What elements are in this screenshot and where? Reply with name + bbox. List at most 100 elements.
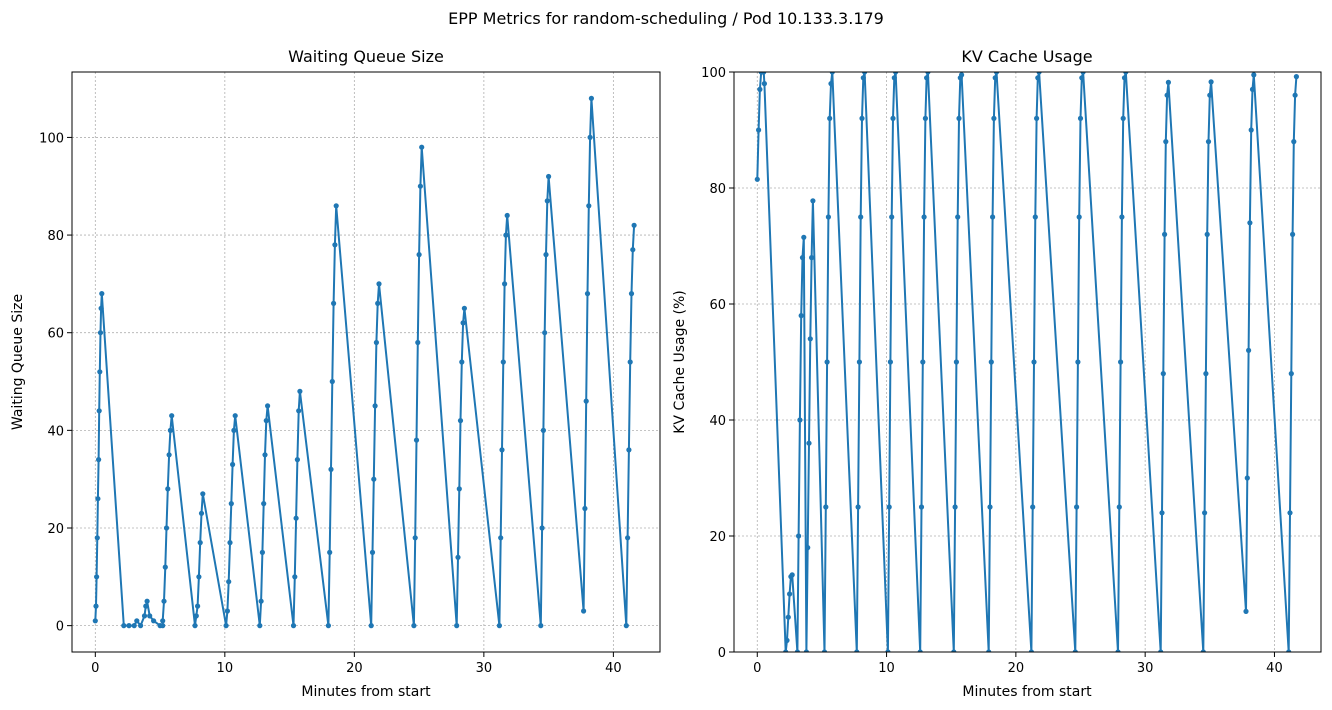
kv-cache-data-point [1164, 92, 1170, 98]
waiting-queue-y-tick-label: 40 [47, 424, 64, 439]
waiting-queue-data-point [160, 623, 166, 629]
kv-cache-data-point [988, 359, 994, 365]
kv-cache-subplot: KV Cache Usage 0 10 20 30 40 0 20 40 60 80 100 Mi… [672, 47, 1322, 700]
waiting-queue-x-ticks: 0 10 20 30 40 [91, 652, 622, 676]
waiting-queue-plot-frame [71, 71, 661, 653]
waiting-queue-data-point [503, 232, 509, 238]
waiting-queue-data-point [224, 608, 230, 614]
kv-cache-data-point [1123, 72, 1129, 75]
waiting-queue-data-point [332, 242, 338, 248]
kv-cache-data-point [1202, 510, 1208, 516]
waiting-queue-data-point [121, 623, 127, 629]
waiting-queue-data-point [331, 300, 337, 306]
kv-cache-data-point [993, 72, 1000, 75]
kv-cache-data-point [809, 255, 815, 261]
kv-cache-data-point [854, 649, 860, 652]
kv-cache-data-point [953, 359, 960, 365]
waiting-queue-x-label: Minutes from start [301, 684, 431, 700]
waiting-queue-data-point [496, 623, 502, 629]
kv-cache-data-point [1074, 504, 1080, 510]
waiting-queue-data-point [169, 413, 175, 419]
kv-cache-data-point [761, 72, 767, 75]
waiting-queue-data-point [258, 598, 264, 604]
waiting-queue-y-tick-label: 60 [47, 327, 64, 342]
kv-cache-title: KV Cache Usage [961, 47, 1092, 66]
kv-cache-data-point [829, 72, 835, 75]
kv-cache-data-point [1292, 92, 1298, 98]
kv-cache-x-tick-label: 0 [753, 661, 761, 676]
waiting-queue-data-point [413, 437, 420, 443]
waiting-queue-data-point [257, 623, 263, 629]
kv-cache-data-point [1248, 127, 1254, 133]
waiting-queue-data-point [265, 403, 271, 409]
kv-cache-data-point [1035, 75, 1041, 81]
waiting-queue-data-point [419, 144, 425, 150]
waiting-queue-data-point [126, 623, 132, 629]
kv-cache-data-point [799, 255, 806, 261]
waiting-queue-data-point [626, 447, 632, 453]
waiting-queue-data-point [368, 623, 374, 629]
waiting-queue-x-tick-label: 30 [476, 661, 493, 676]
kv-cache-x-tick-label: 20 [1008, 661, 1025, 676]
kv-cache-data-point [1163, 139, 1169, 145]
kv-cache-data-point [920, 359, 926, 365]
waiting-queue-data-point [193, 613, 199, 619]
waiting-queue-data-point [138, 623, 144, 629]
kv-cache-data-point [1034, 115, 1040, 121]
waiting-queue-data-point [373, 339, 379, 346]
waiting-queue-data-point [454, 623, 460, 629]
waiting-queue-y-label: Waiting Queue Size [10, 294, 26, 430]
kv-cache-data-point [1028, 649, 1034, 652]
waiting-queue-data-point [456, 486, 462, 492]
kv-cache-data-point [855, 504, 861, 510]
waiting-queue-data-point [228, 501, 234, 507]
kv-cache-data-point [890, 115, 896, 121]
kv-cache-data-point [1031, 359, 1037, 365]
waiting-queue-data-point [417, 183, 423, 189]
waiting-queue-data-point [457, 418, 464, 424]
kv-cache-data-point [925, 72, 931, 75]
waiting-queue-title: Waiting Queue Size [288, 47, 444, 66]
kv-cache-y-tick-label: 80 [709, 182, 726, 197]
waiting-queue-data-point [583, 398, 589, 404]
kv-cache-data-point [784, 637, 790, 644]
kv-cache-data-point [1204, 231, 1210, 237]
kv-cache-data-point [1293, 74, 1299, 80]
waiting-queue-data-point [376, 281, 382, 287]
kv-cache-x-label: Minutes from start [962, 684, 1092, 700]
kv-cache-data-point [893, 72, 899, 75]
waiting-queue-data-point [230, 461, 236, 468]
kv-cache-data-point [952, 504, 958, 510]
waiting-queue-data-point [455, 554, 461, 560]
kv-cache-data-point [1077, 115, 1084, 121]
waiting-queue-data-point [504, 212, 510, 219]
kv-cache-data-point [1075, 359, 1081, 365]
kv-cache-data-point [862, 72, 868, 75]
kv-cache-data-point [886, 504, 892, 510]
waiting-queue-data-point [543, 252, 549, 258]
waiting-queue-data-point [416, 252, 422, 258]
kv-cache-data-point [1159, 510, 1165, 516]
waiting-queue-data-point [630, 247, 636, 253]
waiting-queue-data-point [160, 618, 166, 624]
waiting-queue-data-point [627, 359, 633, 365]
waiting-queue-data-point [292, 574, 298, 580]
kv-cache-data-point [803, 649, 809, 652]
kv-cache-data-point [1244, 475, 1250, 481]
waiting-queue-data-point [96, 457, 102, 463]
waiting-queue-data-point [290, 623, 297, 629]
waiting-queue-data-point [587, 134, 593, 140]
kv-cache-data-point [1200, 649, 1206, 652]
kv-cache-data-point [787, 591, 793, 597]
waiting-queue-data-point [95, 496, 101, 502]
kv-cache-data-point [1203, 371, 1209, 377]
kv-cache-data-point [1246, 347, 1252, 353]
kv-cache-data-point [856, 359, 863, 365]
kv-cache-data-point [921, 214, 927, 220]
kv-cache-data-point [1162, 231, 1168, 237]
waiting-queue-data-point [293, 515, 299, 521]
waiting-queue-data-point [165, 486, 171, 492]
waiting-queue-data-point [540, 427, 547, 433]
kv-cache-data-point [956, 115, 962, 121]
